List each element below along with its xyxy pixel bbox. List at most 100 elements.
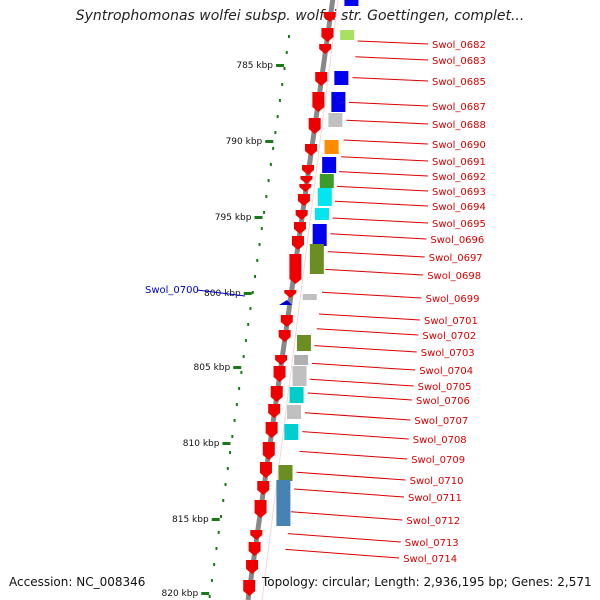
ortholog-box[interactable] (287, 405, 302, 419)
gene-label[interactable]: Swol_0702 (422, 331, 476, 342)
gene-label[interactable]: Swol_0711 (408, 493, 462, 504)
gene-label[interactable]: Swol_0701 (424, 316, 478, 327)
ruler-dot (215, 547, 218, 550)
gene-arrow-red[interactable] (262, 442, 275, 460)
gene-arrow-red[interactable] (268, 404, 281, 418)
ruler-dot (208, 595, 211, 598)
ortholog-box[interactable] (344, 0, 359, 6)
ruler-dot (238, 387, 241, 390)
gene-label[interactable]: Swol_0692 (432, 172, 486, 183)
gene-arrow-red[interactable] (293, 222, 306, 234)
ortholog-box[interactable] (319, 174, 334, 188)
gene-arrow-red[interactable] (254, 500, 267, 518)
ortholog-box[interactable] (302, 294, 317, 300)
gene-label[interactable]: Swol_0683 (432, 56, 486, 67)
gene-arrow-red[interactable] (299, 184, 312, 192)
gene-arrow-red[interactable] (323, 12, 336, 22)
ortholog-box[interactable] (312, 224, 327, 246)
ortholog-box[interactable] (296, 335, 311, 351)
ruler-label: 815 kbp (172, 515, 209, 525)
gene-arrow-red[interactable] (305, 144, 318, 156)
ortholog-box[interactable] (292, 366, 307, 386)
gene-arrow-red[interactable] (291, 236, 304, 250)
gene-leader-line (311, 362, 416, 371)
gene-label[interactable]: Swol_0691 (432, 157, 486, 168)
ortholog-box[interactable] (322, 157, 337, 173)
ortholog-box[interactable] (334, 71, 349, 85)
gene-arrow-red[interactable] (319, 44, 332, 54)
gene-arrow-red[interactable] (265, 422, 278, 438)
gene-arrow-red[interactable] (284, 290, 297, 298)
gene-arrow-red[interactable] (302, 165, 315, 175)
highlighted-gene-label[interactable]: Swol_0700 (145, 285, 199, 296)
gene-label[interactable]: Swol_0688 (432, 120, 486, 131)
ortholog-box[interactable] (278, 465, 293, 481)
gene-label[interactable]: Swol_0698 (427, 271, 481, 282)
ortholog-box[interactable] (317, 188, 332, 206)
ortholog-box[interactable] (276, 480, 291, 526)
gene-label[interactable]: Swol_0690 (432, 140, 486, 151)
gene-label[interactable]: Swol_0712 (406, 516, 460, 527)
ruler-label: 790 kbp (226, 137, 263, 147)
ortholog-box[interactable] (289, 387, 304, 403)
gene-arrow-red[interactable] (315, 72, 328, 86)
gene-label[interactable]: Swol_0695 (432, 219, 486, 230)
gene-arrow-red[interactable] (257, 481, 270, 495)
gene-arrow-red[interactable] (280, 315, 293, 327)
ruler-dot (272, 147, 275, 150)
ortholog-box[interactable] (324, 140, 339, 154)
gene-label[interactable]: Swol_0710 (410, 476, 464, 487)
ruler-tick (211, 518, 220, 521)
gene-arrow-red[interactable] (246, 560, 259, 574)
ruler-dot (258, 243, 261, 246)
ruler-label: 800 kbp (204, 289, 241, 299)
ruler-dot (260, 227, 263, 230)
gene-arrow-red[interactable] (273, 366, 286, 382)
accession-label: Accession: NC_008346 (9, 575, 146, 589)
gene-label[interactable]: Swol_0708 (413, 435, 467, 446)
gene-label[interactable]: Swol_0713 (405, 538, 459, 549)
gene-arrow-red[interactable] (278, 330, 291, 342)
ortholog-box[interactable] (328, 113, 343, 127)
gene-label[interactable]: Swol_0682 (432, 40, 486, 51)
gene-label[interactable]: Swol_0706 (416, 396, 470, 407)
gene-arrow-red[interactable] (259, 462, 272, 478)
ortholog-box[interactable] (309, 244, 324, 274)
ortholog-box[interactable] (331, 92, 346, 112)
gene-label[interactable]: Swol_0714 (403, 554, 457, 565)
gene-label[interactable]: Swol_0705 (418, 382, 472, 393)
gene-label[interactable]: Swol_0687 (432, 102, 486, 113)
ruler-dot (281, 83, 284, 86)
gene-arrow-red[interactable] (312, 92, 325, 112)
gene-arrow-red[interactable] (270, 386, 283, 402)
gene-label[interactable]: Swol_0697 (429, 253, 483, 264)
gene-label[interactable]: Swol_0703 (421, 348, 475, 359)
gene-arrow-red[interactable] (275, 355, 288, 365)
gene-label[interactable]: Swol_0704 (419, 366, 473, 377)
gene-arrow-red[interactable] (300, 176, 313, 184)
ruler-dot (265, 195, 268, 198)
gene-label[interactable]: Swol_0707 (414, 416, 468, 427)
ortholog-box[interactable] (340, 30, 355, 40)
gene-arrow-red[interactable] (248, 542, 261, 556)
gene-arrow-red[interactable] (243, 580, 256, 596)
ortholog-box[interactable] (314, 208, 329, 220)
gene-arrow-red[interactable] (295, 210, 308, 220)
gene-arrow-red[interactable] (297, 194, 310, 206)
ortholog-box[interactable] (284, 424, 299, 440)
gene-arrow-red[interactable] (308, 118, 321, 134)
gene-label[interactable]: Swol_0709 (411, 455, 465, 466)
gene-arrow-red[interactable] (289, 254, 302, 284)
gene-label[interactable]: Swol_0696 (430, 235, 484, 246)
ruler-dot (242, 355, 245, 358)
gene-label[interactable]: Swol_0699 (426, 294, 480, 305)
gene-label[interactable]: Swol_0694 (432, 202, 486, 213)
gene-leader-line (339, 171, 429, 177)
gene-leader-line (346, 119, 429, 125)
gene-arrow-red[interactable] (321, 28, 334, 42)
gene-label[interactable]: Swol_0685 (432, 77, 486, 88)
ortholog-box[interactable] (294, 355, 309, 365)
gene-label[interactable]: Swol_0693 (432, 187, 486, 198)
gene-arrow-red[interactable] (250, 530, 263, 540)
